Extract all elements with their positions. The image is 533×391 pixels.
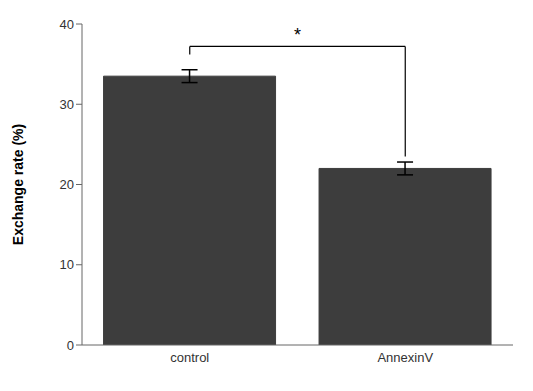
svg-text:40: 40 [60,17,74,32]
svg-text:20: 20 [60,177,74,192]
svg-text:10: 10 [60,257,74,272]
svg-text:0: 0 [67,338,74,353]
svg-text:AnnexinV: AnnexinV [377,350,433,365]
svg-text:30: 30 [60,97,74,112]
svg-text:control: control [170,350,209,365]
svg-text:*: * [294,25,301,45]
svg-text:Exchange rate (%): Exchange rate (%) [10,124,26,245]
